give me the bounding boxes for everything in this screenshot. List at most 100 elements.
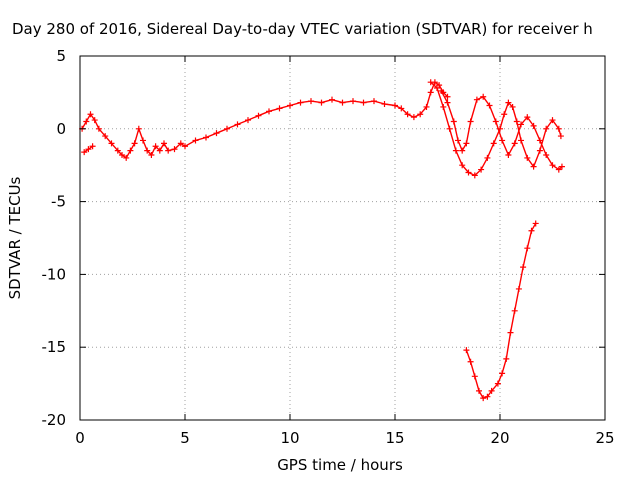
data-point-marker: [318, 99, 325, 106]
data-point-marker: [438, 87, 445, 94]
data-point-marker: [465, 169, 472, 176]
series-drop-trace: [463, 220, 539, 402]
data-point-marker: [549, 117, 556, 124]
data-point-marker: [81, 149, 88, 156]
series-line-loop-b: [440, 90, 563, 171]
data-point-marker: [503, 355, 510, 362]
data-point-marker: [484, 154, 491, 161]
data-point-marker: [102, 133, 109, 140]
data-point-marker: [471, 373, 478, 380]
data-point-marker: [427, 79, 434, 86]
data-point-marker: [463, 140, 470, 147]
y-tick-label: -10: [42, 265, 67, 283]
data-point-marker: [329, 96, 335, 103]
data-point-marker: [543, 152, 550, 159]
data-point-marker: [494, 380, 501, 387]
data-point-marker: [255, 112, 262, 119]
data-point-marker: [234, 121, 241, 128]
y-tick-label: 0: [56, 120, 66, 138]
data-point-marker: [518, 137, 524, 144]
data-point-marker: [555, 166, 562, 173]
data-point-marker: [459, 162, 466, 169]
data-point-marker: [371, 98, 377, 105]
data-point-marker: [524, 114, 531, 121]
data-point-marker: [148, 152, 155, 159]
data-point-marker: [404, 111, 411, 118]
x-tick-label: 15: [385, 429, 404, 447]
x-tick-label: 25: [595, 429, 614, 447]
data-point-marker: [427, 89, 434, 96]
data-point-marker: [245, 117, 251, 124]
y-axis-ticks: 5 0 -5 -10 -15 -20: [42, 47, 605, 429]
data-point-marker: [266, 108, 272, 115]
data-point-marker: [446, 125, 453, 132]
grid-lines: [80, 56, 605, 420]
data-point-marker: [501, 111, 508, 118]
series-line-main-trace: [81, 81, 449, 159]
data-point-marker: [467, 358, 474, 365]
data-point-marker: [518, 121, 524, 128]
data-point-marker: [455, 137, 461, 144]
data-point-marker: [171, 146, 178, 153]
series-loop-b: [438, 87, 565, 173]
data-point-marker: [444, 99, 451, 106]
data-point-marker: [528, 227, 535, 234]
data-point-marker: [192, 137, 199, 144]
y-axis-label: SDTVAR / TECUs: [6, 176, 24, 299]
data-point-marker: [558, 163, 565, 170]
data-point-marker: [381, 101, 388, 108]
data-point-marker: [459, 147, 466, 154]
data-point-marker: [473, 96, 480, 103]
data-point-marker: [144, 147, 151, 154]
y-tick-label: -15: [42, 338, 67, 356]
data-point-marker: [127, 147, 134, 154]
data-point-marker: [108, 140, 115, 147]
data-point-marker: [480, 93, 487, 100]
data-point-marker: [135, 125, 142, 132]
data-point-marker: [532, 220, 539, 227]
data-point-marker: [524, 154, 531, 161]
data-point-marker: [440, 103, 447, 110]
data-point-marker: [203, 134, 209, 141]
data-point-marker: [499, 370, 506, 377]
data-point-marker: [549, 162, 556, 169]
data-point-marker: [140, 137, 146, 144]
data-point-marker: [499, 137, 506, 144]
data-point-marker: [511, 140, 518, 147]
y-tick-label: 5: [56, 47, 66, 65]
x-tick-label: 10: [280, 429, 299, 447]
data-point-marker: [530, 122, 537, 129]
x-tick-label: 5: [180, 429, 190, 447]
x-axis-label: GPS time / hours: [277, 456, 403, 474]
data-point-marker: [85, 146, 92, 153]
data-point-marker: [480, 395, 487, 402]
data-point-marker: [490, 140, 497, 147]
data-point-marker: [213, 130, 220, 137]
data-point-marker: [339, 99, 346, 106]
data-point-marker: [536, 147, 543, 154]
x-axis-ticks: 0 5 10 15 20 25: [75, 56, 615, 447]
chart-title: Day 280 of 2016, Sidereal Day-to-day VTE…: [12, 20, 593, 38]
data-point-marker: [492, 118, 499, 125]
data-point-marker: [224, 125, 230, 132]
data-point-marker: [83, 118, 90, 125]
data-point-marker: [467, 118, 474, 125]
data-point-marker: [520, 264, 527, 271]
x-tick-label: 0: [75, 429, 85, 447]
data-point-marker: [434, 85, 440, 92]
data-point-marker: [87, 111, 94, 118]
data-point-marker: [476, 387, 482, 394]
data-point-marker: [308, 98, 314, 105]
data-point-marker: [515, 285, 522, 292]
data-point-marker: [114, 147, 121, 154]
data-point-marker: [478, 166, 485, 173]
data-point-marker: [131, 140, 138, 147]
data-point-marker: [152, 143, 159, 150]
data-point-marker: [509, 103, 516, 110]
data-point-marker: [91, 117, 98, 124]
data-point-marker: [555, 125, 562, 132]
data-point-marker: [297, 99, 304, 106]
data-point-marker: [486, 102, 493, 109]
data-point-marker: [505, 152, 512, 159]
data-point-marker: [165, 147, 172, 154]
